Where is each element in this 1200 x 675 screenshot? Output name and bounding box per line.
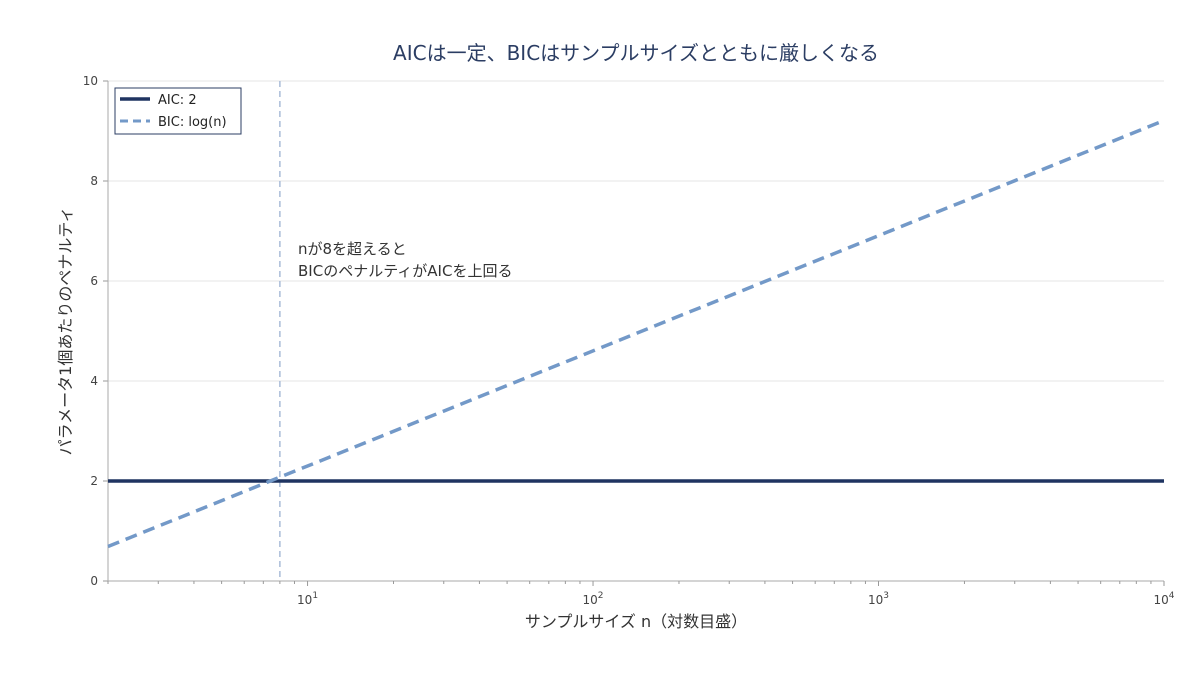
x-tick-base: 10 <box>868 593 883 607</box>
y-tick-label: 6 <box>90 274 98 288</box>
legend-label-aic: AIC: 2 <box>158 93 197 108</box>
x-tick-exponent: 3 <box>883 591 889 601</box>
y-tick-label: 4 <box>90 374 98 388</box>
y-tick-label: 0 <box>90 574 98 588</box>
x-tick-label: 104 <box>1153 591 1174 607</box>
x-tick-label: 101 <box>297 591 318 607</box>
series-group <box>107 118 1165 549</box>
y-tick-label: 10 <box>83 74 98 88</box>
y-tick-label: 8 <box>90 174 98 188</box>
legend: AIC: 2 BIC: log(n) <box>114 87 242 135</box>
legend-box <box>114 87 242 135</box>
x-tick-base: 10 <box>1153 593 1168 607</box>
x-tick-base: 10 <box>297 593 312 607</box>
grid-lines <box>108 80 1164 582</box>
crossover-annotation: nが8を超えると BICのペナルティがAICを上回る <box>298 240 512 280</box>
x-tick-exponent: 4 <box>1169 591 1175 601</box>
y-axis-label: パラメータ1個あたりのペナルティ <box>56 207 75 456</box>
x-tick-label: 102 <box>583 591 604 607</box>
annotation-line-2: BICのペナルティがAICを上回る <box>298 262 512 280</box>
y-tick-label: 2 <box>90 474 98 488</box>
x-tick-base: 10 <box>583 593 598 607</box>
x-tick-label: 103 <box>868 591 889 607</box>
x-tick-exponent: 1 <box>312 591 318 601</box>
x-axis-label: サンプルサイズ n（対数目盛） <box>525 612 747 631</box>
x-tick-exponent: 2 <box>598 591 604 601</box>
axes <box>103 80 1165 586</box>
legend-label-bic: BIC: log(n) <box>158 115 227 130</box>
chart-title: AICは一定、BICはサンプルサイズとともに厳しくなる <box>393 41 879 65</box>
annotation-line-1: nが8を超えると <box>298 240 407 258</box>
